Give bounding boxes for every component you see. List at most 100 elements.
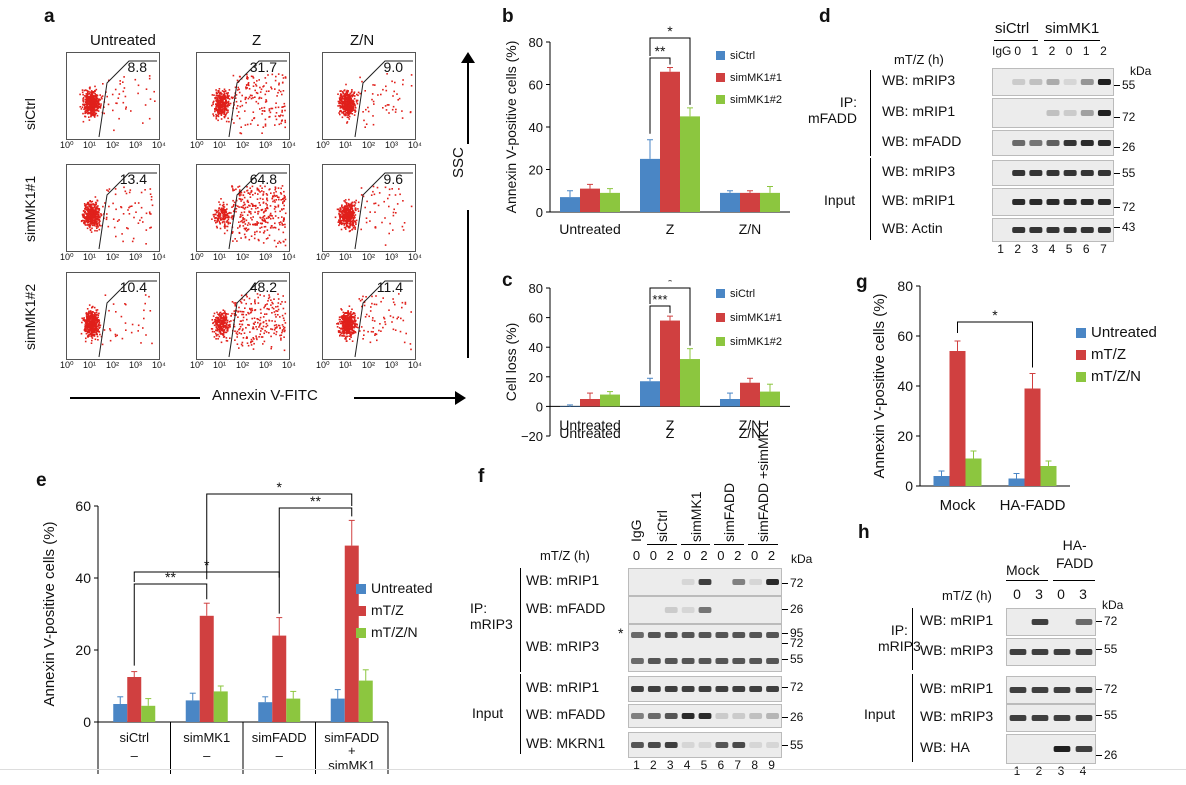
event-dot [345,205,347,208]
event-dot [268,109,271,112]
event-dot [241,214,244,217]
event-dot [116,334,118,337]
blot-label: WB: mFADD [526,706,606,722]
event-dot [344,99,347,101]
event-dot [114,188,117,190]
event-dot [266,197,268,200]
event-dot [244,307,246,309]
event-dot [236,333,239,336]
event-dot [221,204,224,207]
event-dot [271,225,273,227]
event-dot [94,313,97,316]
event-dot [91,97,93,100]
event-dot [88,100,90,103]
event-dot [249,223,251,226]
event-dot [263,306,265,309]
event-dot [351,104,353,107]
event-dot [283,330,286,333]
event-dot [282,240,285,243]
event-dot [93,318,95,321]
blot-band [1009,649,1027,655]
event-dot [86,89,88,92]
category-label: Z [666,425,675,441]
event-dot [343,222,345,225]
event-dot [93,105,95,108]
event-dot [344,226,347,229]
event-dot [276,326,278,328]
event-dot [122,240,124,243]
event-dot [230,320,232,322]
event-dot [94,114,96,116]
event-dot [343,89,345,92]
event-dot [343,214,345,217]
event-dot [214,209,216,212]
event-dot [350,101,353,103]
event-dot [352,331,354,334]
event-dot [250,303,252,305]
event-dot [351,224,354,226]
event-dot [266,307,268,310]
event-dot [238,206,240,208]
event-dot [386,104,389,106]
event-dot [254,302,256,305]
event-dot [109,328,111,330]
event-dot [346,121,349,123]
event-dot [393,208,395,211]
event-dot [382,88,384,91]
event-dot [374,84,376,86]
event-dot [94,209,97,211]
event-dot [350,334,352,336]
gate-percentage: 9.6 [383,171,403,187]
event-dot [236,79,239,82]
event-dot [226,229,229,232]
event-dot [340,328,342,330]
event-dot [94,318,96,320]
blot-band [1097,140,1111,146]
event-dot [228,120,230,123]
event-dot [238,190,241,193]
event-dot [240,302,243,304]
event-dot [262,215,265,218]
event-dot [351,89,353,91]
event-dot [348,215,350,217]
event-dot [339,333,342,336]
event-dot [226,219,229,222]
event-dot [112,202,114,205]
event-dot [124,322,127,324]
event-dot [87,207,89,209]
event-dot [93,106,96,108]
event-dot [97,212,100,214]
event-dot [220,316,222,318]
event-dot [283,204,285,207]
blot-band [647,632,661,638]
event-dot [217,106,219,109]
y-tick-label: 40 [529,120,543,135]
panel-label-h: h [858,522,870,543]
bar [1040,466,1057,486]
event-dot [144,189,146,191]
event-dot [345,109,348,111]
event-dot [347,329,349,331]
scatter-svg [211,172,287,250]
event-dot [266,198,268,200]
event-dot [223,110,226,112]
event-dot [348,103,351,106]
event-dot [98,221,100,224]
event-dot [226,214,229,217]
event-dot [100,224,102,227]
event-dot [220,101,223,103]
legend-label: mT/Z/N [1091,368,1141,385]
ip-bracket [912,608,913,670]
event-dot [218,201,220,203]
event-dot [353,316,356,318]
blot-band [664,686,678,692]
event-dot [228,95,230,97]
event-dot [97,210,100,213]
event-dot [82,319,85,321]
event-dot [272,195,275,198]
event-dot [346,116,349,118]
event-dot [213,331,216,333]
scatter-plot: 9.6 [322,164,416,252]
event-dot [357,317,359,319]
event-dot [343,335,346,337]
